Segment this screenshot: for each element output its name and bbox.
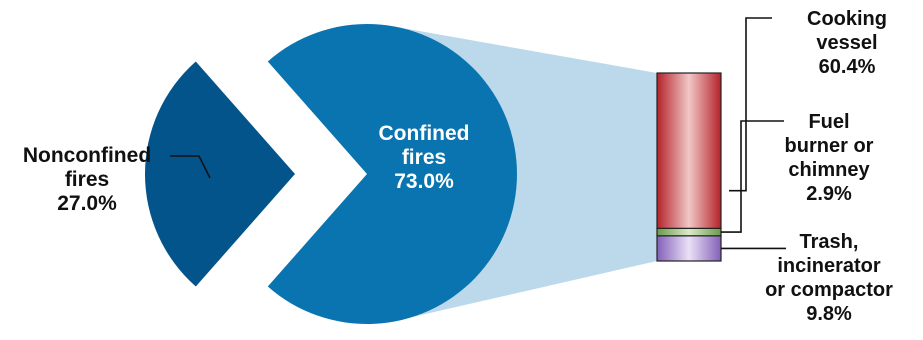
leader-line-cooking <box>729 17 772 192</box>
label-trash-incinerator: Trash, incinerator or compactor 9.8% <box>765 231 893 325</box>
pie-slice-confined <box>267 23 517 325</box>
breakdown-segment <box>656 227 722 237</box>
breakdown-segment <box>656 235 722 262</box>
leader-line-nonconfined <box>170 155 211 179</box>
label-cooking-vessel: Cooking vessel 60.4% <box>807 8 887 78</box>
label-nonconfined-fires: Nonconfined fires 27.0% <box>23 144 151 215</box>
label-confined-fires: Confined fires 73.0% <box>379 122 470 193</box>
label-fuel-burner: Fuel burner or chimney 2.9% <box>785 111 874 205</box>
breakdown-segment <box>656 72 722 229</box>
leader-line-fuel <box>721 120 784 233</box>
pie-slice-nonconfined <box>144 61 295 287</box>
